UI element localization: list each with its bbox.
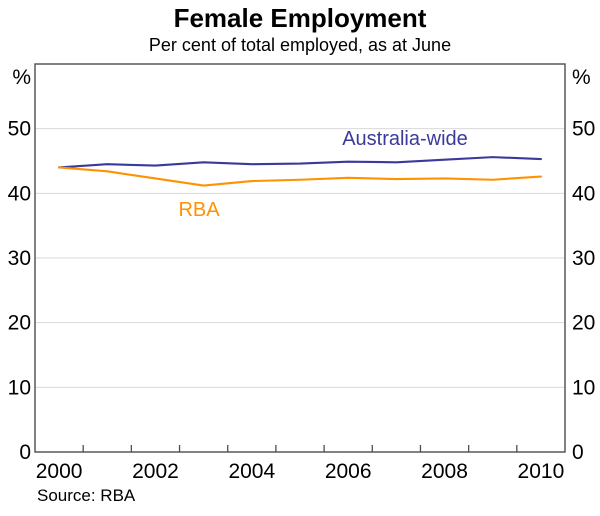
series-label-rba: RBA (178, 199, 220, 221)
series-line-rba (58, 166, 542, 187)
chart-subtitle: Per cent of total employed, as at June (148, 35, 452, 55)
series-label-australia-wide: Australia-wide (342, 128, 468, 150)
chart-title: Female Employment (173, 3, 427, 33)
x-axis-label: 2002 (132, 460, 179, 483)
percent-symbol-left: % (12, 66, 31, 89)
x-axis-label: 2000 (36, 460, 83, 483)
source-note: Source: RBA (37, 486, 136, 505)
x-axis-label: 2006 (325, 460, 372, 483)
y-axis-label-left: 10 (8, 376, 31, 399)
plot-frame (34, 63, 566, 453)
x-axis-label: 2008 (421, 460, 468, 483)
y-axis-label-left: 20 (8, 312, 31, 335)
y-axis-label-left: 0 (19, 441, 31, 464)
y-axis-label-right: 50 (572, 118, 595, 141)
y-axis-label-right: 0 (572, 441, 584, 464)
y-axis-label-right: 30 (572, 247, 595, 270)
percent-symbol-right: % (572, 66, 591, 89)
x-axis-label: 2004 (228, 460, 275, 483)
y-axis-label-right: 40 (572, 182, 595, 205)
y-axis-label-left: 30 (8, 247, 31, 270)
series-line-australia-wide (58, 156, 542, 169)
y-axis-label-left: 40 (8, 182, 31, 205)
y-axis-label-right: 20 (572, 312, 595, 335)
y-axis-label-right: 10 (572, 376, 595, 399)
y-axis-label-left: 50 (8, 118, 31, 141)
x-axis-label: 2010 (518, 460, 565, 483)
